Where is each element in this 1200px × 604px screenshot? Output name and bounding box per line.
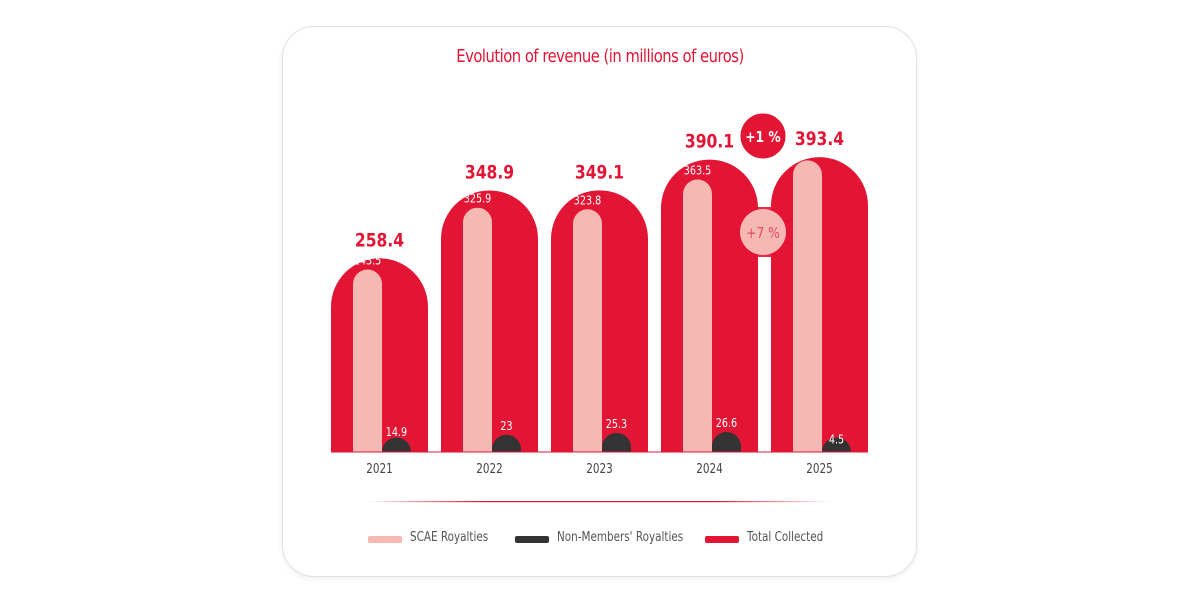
growth-total-label: +1 % — [745, 129, 781, 146]
non-members-value-label: 25.3 — [606, 417, 627, 431]
scae-value-label: 363.5 — [684, 163, 711, 177]
non-members-value-label: 14.9 — [386, 425, 407, 439]
legend-label-non-members: Non-Members' Royalties — [557, 530, 684, 545]
non-members-bar — [712, 432, 741, 452]
non-members-value-label: 23 — [500, 419, 512, 433]
scae-value-label: 323.8 — [574, 193, 602, 207]
x-tick-label: 2024 — [696, 461, 722, 476]
non-members-bar — [492, 434, 521, 452]
legend-swatch-non-members — [515, 536, 549, 543]
separator-line — [366, 501, 832, 503]
total-value-label: 348.9 — [465, 162, 514, 184]
x-tick-label: 2023 — [586, 461, 612, 476]
legend: SCAE Royalties Non-Members' Royalties To… — [0, 530, 1200, 548]
scae-bar — [353, 269, 382, 452]
scae-value-label: 389 — [798, 144, 816, 158]
total-value-label: 390.1 — [685, 131, 734, 153]
legend-label-total: Total Collected — [747, 530, 824, 545]
non-members-bar — [382, 437, 411, 452]
chart-title: Evolution of revenue (in millions of eur… — [456, 46, 744, 67]
scae-bar — [683, 179, 712, 453]
total-value-label: 393.4 — [795, 129, 844, 151]
non-members-value-label: 4.5 — [829, 433, 844, 447]
growth-scae-label: +7 % — [746, 225, 780, 242]
scae-bar — [573, 209, 602, 452]
legend-label-scae: SCAE Royalties — [410, 530, 489, 545]
growth-scae-badge — [740, 209, 786, 255]
total-value-label: 349.1 — [575, 162, 624, 184]
x-tick-label: 2025 — [806, 461, 832, 476]
scae-bar — [463, 207, 492, 452]
scae-bar — [793, 160, 822, 453]
x-tick-label: 2021 — [366, 461, 392, 476]
total-value-label: 258.4 — [355, 230, 404, 252]
x-tick-label: 2022 — [476, 461, 502, 476]
scae-value-label: 325.9 — [464, 192, 492, 206]
legend-swatch-scae — [368, 536, 402, 543]
scae-value-label: 243.5 — [354, 253, 381, 267]
non-members-bar — [602, 433, 631, 452]
legend-swatch-total — [705, 536, 739, 543]
growth-total-badge — [737, 110, 789, 162]
non-members-value-label: 26.6 — [716, 416, 737, 430]
non-members-bar — [822, 437, 851, 452]
